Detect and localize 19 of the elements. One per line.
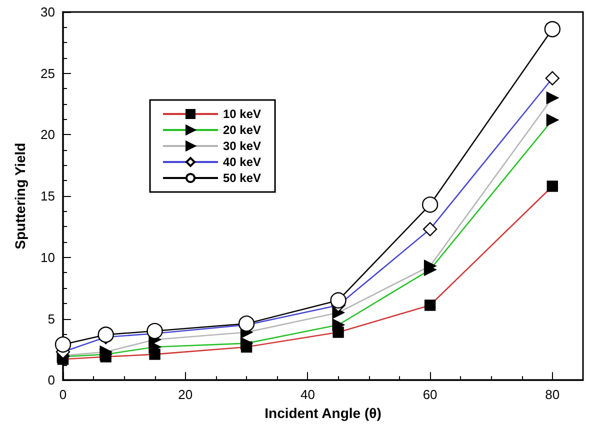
legend-label: 20 keV — [223, 123, 262, 137]
y-tick-label: 0 — [48, 372, 55, 388]
legend-label: 40 keV — [223, 155, 262, 169]
y-axis-title: Sputtering Yield — [12, 142, 28, 250]
x-axis-title: Incident Angle (θ) — [264, 405, 382, 421]
legend-label: 10 keV — [223, 107, 262, 121]
y-tick-label: 5 — [48, 311, 55, 326]
legend-label: 30 keV — [223, 139, 262, 153]
y-tick-label: 30 — [40, 4, 55, 20]
x-tick-label: 20 — [178, 387, 193, 402]
y-tick-label: 20 — [40, 127, 55, 142]
x-tick-label: 0 — [59, 387, 67, 402]
x-tick-label: 80 — [545, 387, 560, 402]
x-tick-label: 40 — [300, 387, 315, 402]
y-tick-label: 15 — [40, 188, 55, 204]
y-tick-label: 10 — [40, 250, 55, 265]
x-tick-label: 60 — [422, 387, 438, 402]
legend-label: 50 keV — [223, 171, 262, 185]
y-tick-label: 25 — [40, 66, 55, 81]
